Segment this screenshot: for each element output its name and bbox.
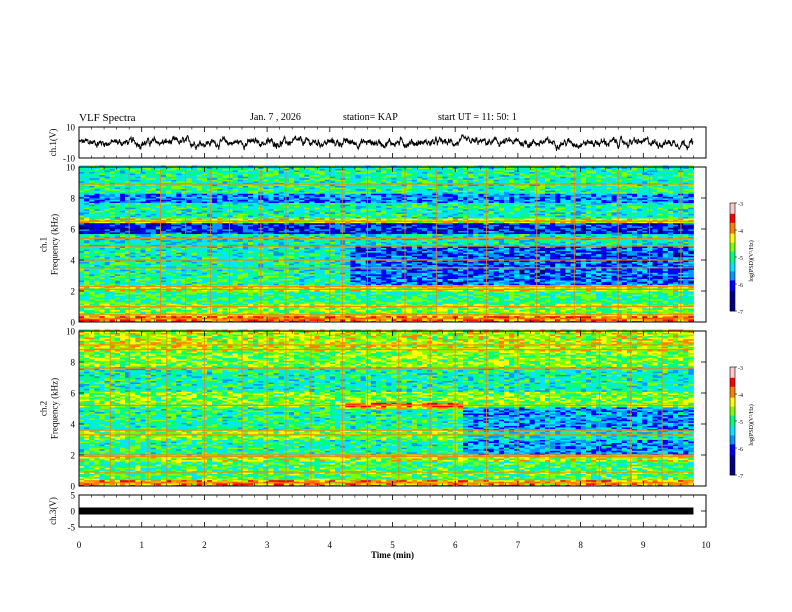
ch1-waveform-line xyxy=(79,135,693,151)
y-tick-label: 10 xyxy=(66,123,76,133)
y-axis-label: ch.1(V) xyxy=(48,129,58,157)
vlf-figure: 10-10ch.1(V) 0246810ch.1 Frequency (kHz) … xyxy=(0,0,792,612)
